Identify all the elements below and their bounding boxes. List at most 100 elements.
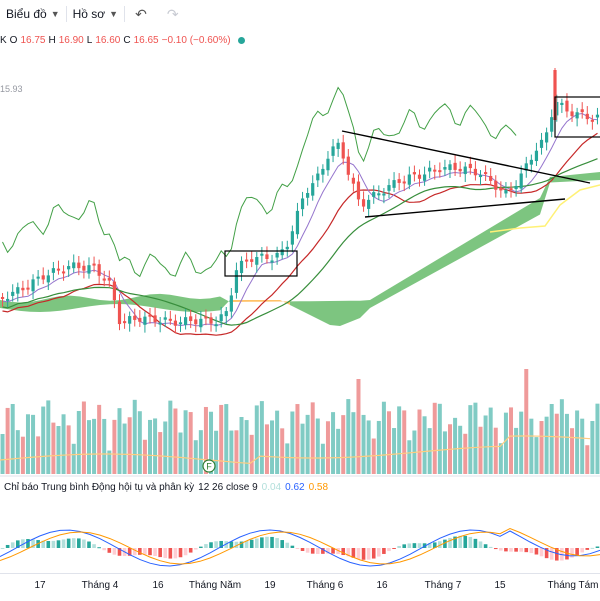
volume-bar [346, 399, 351, 474]
macd-histogram-bar [234, 541, 239, 548]
x-tick-label: 16 [376, 580, 388, 591]
volume-bar [564, 413, 569, 474]
volume-bar [498, 443, 503, 474]
macd-histogram-bar [117, 548, 122, 556]
ichimoku-cloud-segment [50, 296, 60, 312]
candle-body [534, 150, 539, 162]
ichimoku-cloud-segment [420, 264, 430, 281]
macd-histogram-bar [193, 548, 198, 550]
candle-body [173, 320, 178, 326]
volume-bar [193, 440, 198, 474]
macd-histogram-bar [199, 546, 203, 548]
volume-ma-line [0, 435, 591, 465]
macd-histogram-bar [590, 547, 595, 549]
macd-histogram-bar [82, 539, 86, 548]
volume-bar [580, 418, 585, 474]
candle-body [499, 187, 503, 191]
macd-histogram-bar [56, 540, 61, 548]
undo-icon[interactable]: ↶ [135, 5, 147, 22]
candle-body [117, 301, 122, 325]
macd-histogram-bar [204, 544, 208, 548]
macd-line [0, 529, 600, 567]
x-tick-label: 17 [34, 580, 46, 591]
volume-bar [92, 418, 97, 474]
candle-body [229, 295, 233, 312]
ichimoku-cloud-segment [30, 300, 40, 312]
macd-histogram-bar [534, 548, 539, 555]
triangle-upper-trendline [341, 130, 591, 184]
candle-body [275, 252, 279, 258]
macd-histogram-bar [524, 548, 529, 553]
volume-bar [483, 415, 488, 474]
volume-bar [178, 432, 183, 474]
ichimoku-cloud-segment [90, 298, 100, 307]
macd-histogram-bar [432, 542, 437, 548]
ichimoku-cloud-segment [470, 234, 480, 253]
candle-body [529, 159, 533, 165]
candle-body [453, 162, 457, 170]
low-key: L [86, 34, 93, 46]
macd-histogram-bar [422, 543, 427, 548]
volume-bar [229, 430, 234, 474]
macd-histogram-bar [341, 548, 346, 556]
macd-histogram-bar [229, 541, 234, 548]
macd-histogram-bar [92, 544, 96, 548]
candle-body [443, 167, 447, 170]
volume-bar [570, 428, 575, 474]
ichimoku-cloud-segment [370, 294, 380, 308]
macd-histogram-bar [346, 548, 351, 557]
macd-histogram-bar [10, 542, 15, 548]
candle-body [41, 275, 45, 280]
ichimoku-cloud-segment [160, 293, 170, 310]
volume-bar [290, 411, 295, 474]
candle-body [255, 257, 259, 265]
candle-body [545, 132, 549, 143]
candle-body [377, 193, 381, 196]
volume-bar [31, 414, 36, 474]
ichimoku-cloud-segment [100, 299, 110, 305]
candle-body [331, 146, 335, 156]
candle-body [468, 163, 472, 169]
macd-histogram-bar [326, 548, 330, 554]
macd-histogram-bar [153, 548, 157, 557]
macd-histogram-bar [300, 548, 305, 551]
candle-body [194, 319, 198, 325]
volume-bar [254, 405, 259, 474]
macd-histogram-bar [66, 538, 71, 548]
volume-bar [117, 408, 122, 474]
candle-body [494, 180, 498, 190]
volume-bar [509, 407, 514, 474]
candle-body [102, 278, 106, 281]
candle-body [438, 170, 442, 173]
macd-histogram-bar [87, 541, 91, 548]
ichimoku-cloud-segment [240, 300, 250, 302]
upper-band-line [489, 184, 600, 233]
x-axis[interactable]: 17 Tháng 4 16 Tháng Năm 19 Tháng 6 16 Tháng 7 15… [0, 573, 600, 601]
macd-histogram-bar [224, 541, 229, 548]
tenkan-line [2, 112, 598, 327]
macd-histogram-bar [158, 548, 162, 558]
ichimoku-cloud-segment [200, 298, 210, 312]
candle-body [67, 266, 71, 270]
candle-body [280, 249, 284, 256]
ichimoku-cloud-segment [520, 204, 530, 226]
volume-bar [295, 404, 300, 474]
macd-histogram-bar [15, 540, 20, 548]
profile-menu[interactable]: Hồ sơ ▼ [67, 0, 124, 28]
volume-bar [280, 428, 285, 474]
macd-histogram-bar [0, 548, 5, 549]
macd-value: 0.62 [285, 482, 305, 493]
redo-icon[interactable]: ↷ [166, 5, 179, 22]
volume-bar [341, 415, 346, 474]
candle-body [46, 275, 50, 283]
macd-histogram-bar [529, 548, 534, 554]
volume-bar [56, 426, 61, 474]
volume-bar [453, 417, 458, 474]
macd-signal-line [0, 527, 600, 565]
chart-menu[interactable]: Biểu đồ ▼ [0, 0, 66, 28]
volume-bar [86, 420, 91, 474]
candle-body [422, 174, 427, 181]
volume-bar [142, 439, 147, 474]
volume-bar [0, 434, 5, 474]
